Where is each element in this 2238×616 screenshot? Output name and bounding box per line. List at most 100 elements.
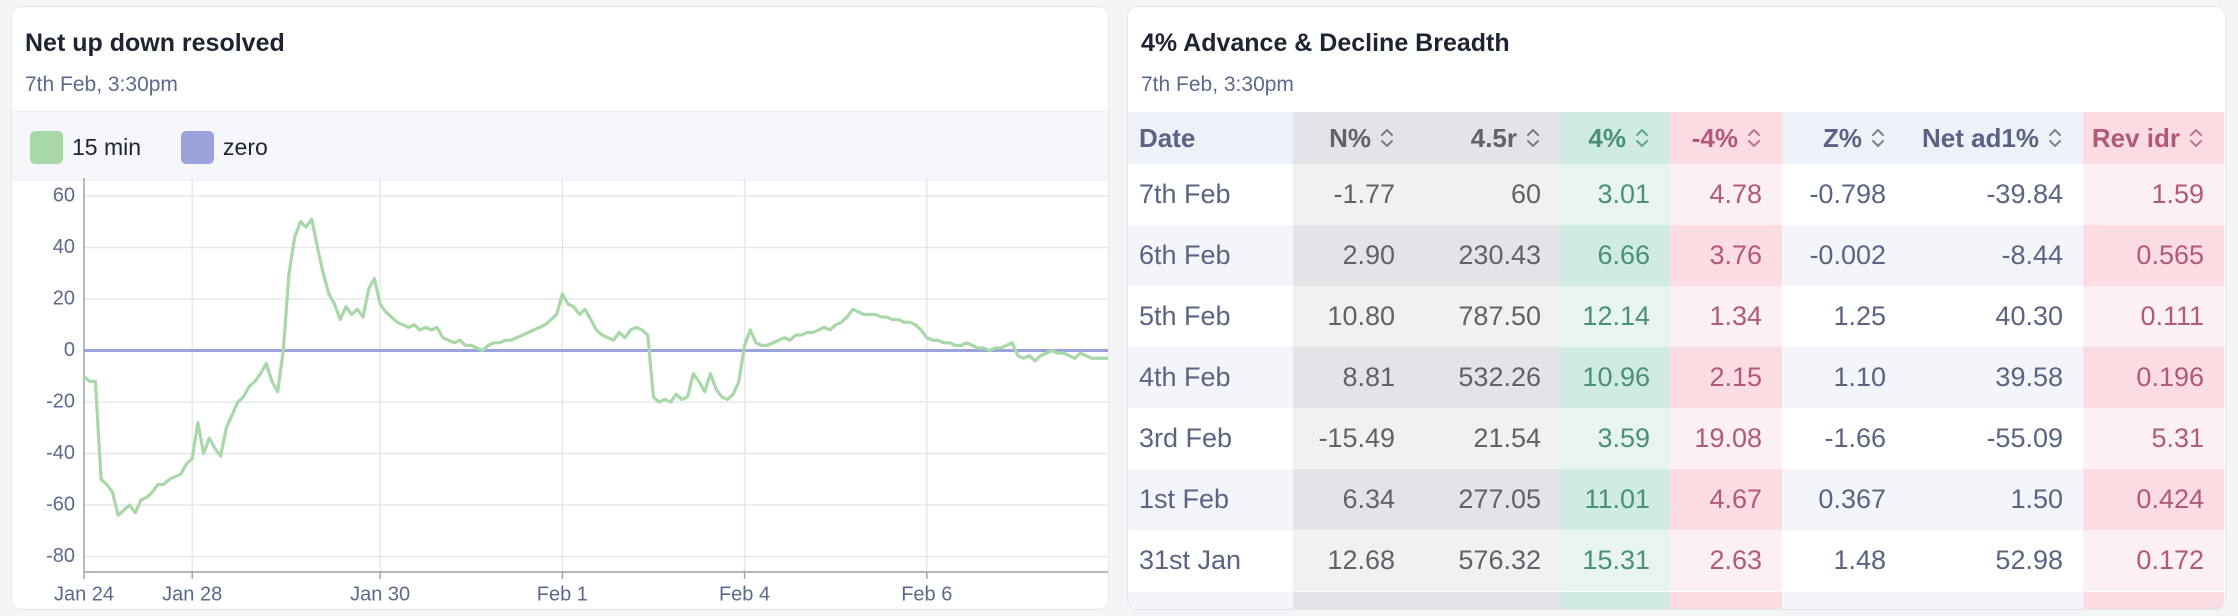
next-row-strip xyxy=(1128,592,2224,609)
value-cell: 60 xyxy=(1415,164,1561,225)
column-header-label: 4% xyxy=(1588,122,1626,153)
value-cell: 52.98 xyxy=(1906,530,2083,591)
y-tick-label: -40 xyxy=(46,442,75,464)
value-cell: 11.01 xyxy=(1561,469,1670,530)
column-header[interactable]: Net ad1% xyxy=(1906,112,2083,164)
value-cell: 3.59 xyxy=(1561,408,1670,469)
value-cell: 2.90 xyxy=(1293,225,1415,286)
value-cell: 1.50 xyxy=(1906,469,2083,530)
sort-chevrons xyxy=(1636,128,1648,147)
sort-chevrons xyxy=(2049,128,2061,147)
x-tick-label: Jan 30 xyxy=(350,583,410,605)
sort-icon xyxy=(1748,128,1760,147)
column-header[interactable]: 4.5r xyxy=(1415,112,1561,164)
legend-label: zero xyxy=(223,134,268,160)
value-cell: 19.08 xyxy=(1670,408,1782,469)
value-cell: 2.63 xyxy=(1670,530,1782,591)
y-tick-label: -20 xyxy=(46,390,75,412)
legend-swatch xyxy=(181,131,215,164)
table-row: 5th Feb 10.80 787.50 12.14 1.34 1.25 40.30 0.11… xyxy=(1128,286,2224,347)
column-header[interactable]: 4% xyxy=(1561,112,1670,164)
value-cell: 3.01 xyxy=(1561,164,1670,225)
sort-chevrons xyxy=(2190,128,2202,147)
legend: 15 min zero xyxy=(12,111,1108,181)
table-subtitle: 7th Feb, 3:30pm xyxy=(1141,73,1294,96)
value-cell: -55.09 xyxy=(1906,408,2083,469)
column-header-label: 4.5r xyxy=(1470,122,1517,153)
value-cell: 15.31 xyxy=(1561,530,1670,591)
date-cell: 31st Jan xyxy=(1128,530,1293,591)
value-cell: 1.48 xyxy=(1782,530,1906,591)
value-cell: 4.67 xyxy=(1670,469,1782,530)
sort-chevrons xyxy=(1381,128,1393,147)
sort-icon xyxy=(1381,128,1393,147)
table-title: 4% Advance & Decline Breadth xyxy=(1141,29,1510,57)
date-cell: 7th Feb xyxy=(1128,164,1293,225)
sort-icon xyxy=(2049,128,2061,147)
value-cell: -1.77 xyxy=(1293,164,1415,225)
strip-cell xyxy=(1128,592,1293,609)
chart-panel: Net up down resolved 7th Feb, 3:30pm 15 … xyxy=(11,6,1109,610)
column-header-label: N% xyxy=(1329,122,1371,153)
column-header-label: Date xyxy=(1139,122,1196,153)
column-header-label: Z% xyxy=(1823,122,1862,153)
sort-icon xyxy=(1636,128,1648,147)
sort-icon xyxy=(1872,128,1884,147)
strip-cell xyxy=(1415,592,1561,609)
table-panel: 4% Advance & Decline Breadth 7th Feb, 3:… xyxy=(1127,6,2226,610)
value-cell: -1.66 xyxy=(1782,408,1906,469)
column-header[interactable]: N% xyxy=(1293,112,1415,164)
value-cell: 532.26 xyxy=(1415,347,1561,408)
value-cell: 0.367 xyxy=(1782,469,1906,530)
sort-chevrons xyxy=(1527,128,1539,147)
value-cell: 787.50 xyxy=(1415,286,1561,347)
sort-icon xyxy=(1527,128,1539,147)
value-cell: -0.002 xyxy=(1782,225,1906,286)
strip-cell xyxy=(1906,592,2083,609)
value-cell: 1.34 xyxy=(1670,286,1782,347)
value-cell: 4.78 xyxy=(1670,164,1782,225)
series-line xyxy=(82,217,1108,517)
value-cell: -39.84 xyxy=(1906,164,2083,225)
value-cell: 2.15 xyxy=(1670,347,1782,408)
y-tick-label: 0 xyxy=(64,339,75,361)
table-row: 3rd Feb -15.49 21.54 3.59 19.08 -1.66 -55.09 5.… xyxy=(1128,408,2224,469)
value-cell: 5.31 xyxy=(2083,408,2224,469)
table-row: 6th Feb 2.90 230.43 6.66 3.76 -0.002 -8.44 0.56… xyxy=(1128,225,2224,286)
column-header-label: Net ad1% xyxy=(1921,122,2039,153)
sort-chevrons xyxy=(1872,128,1884,147)
value-cell: 21.54 xyxy=(1415,408,1561,469)
value-cell: -15.49 xyxy=(1293,408,1415,469)
sort-chevrons xyxy=(1748,128,1760,147)
strip-cell xyxy=(1561,592,1670,609)
y-tick-label: -60 xyxy=(46,493,75,515)
date-cell: 3rd Feb xyxy=(1128,408,1293,469)
date-cell: 1st Feb xyxy=(1128,469,1293,530)
value-cell: 40.30 xyxy=(1906,286,2083,347)
column-header-label: Rev idr xyxy=(2091,122,2180,153)
table-row: 1st Feb 6.34 277.05 11.01 4.67 0.367 1.50 0.424 xyxy=(1128,469,2224,530)
y-tick-label: 40 xyxy=(53,236,75,258)
value-cell: 12.14 xyxy=(1561,286,1670,347)
column-header-label: -4% xyxy=(1691,122,1738,153)
table-row: 7th Feb -1.77 60 3.01 4.78 -0.798 -39.84 1.59 xyxy=(1128,164,2224,225)
y-tick-label: 60 xyxy=(53,184,75,206)
value-cell: 576.32 xyxy=(1415,530,1561,591)
value-cell: 277.05 xyxy=(1415,469,1561,530)
table-row: 31st Jan 12.68 576.32 15.31 2.63 1.48 52.98 0.1… xyxy=(1128,530,2224,591)
value-cell: 0.424 xyxy=(2083,469,2224,530)
column-header[interactable]: Date xyxy=(1128,112,1293,164)
value-cell: 10.80 xyxy=(1293,286,1415,347)
y-tick-label: -80 xyxy=(46,545,75,567)
x-tick-label: Jan 28 xyxy=(162,583,222,605)
sort-icon xyxy=(2190,128,2202,147)
value-cell: 3.76 xyxy=(1670,225,1782,286)
column-header[interactable]: Rev idr xyxy=(2083,112,2224,164)
date-cell: 6th Feb xyxy=(1128,225,1293,286)
value-cell: 39.58 xyxy=(1906,347,2083,408)
value-cell: 1.25 xyxy=(1782,286,1906,347)
column-header[interactable]: Z% xyxy=(1782,112,1906,164)
x-tick-label: Jan 24 xyxy=(54,583,114,605)
column-header[interactable]: -4% xyxy=(1670,112,1782,164)
